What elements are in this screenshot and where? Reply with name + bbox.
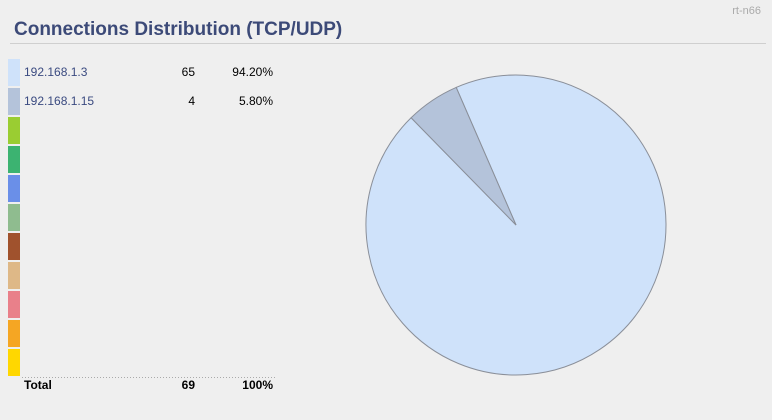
- legend-swatch: [8, 146, 20, 173]
- connection-count: 4: [188, 94, 195, 108]
- legend-swatch: [8, 291, 20, 318]
- chart-title: Connections Distribution (TCP/UDP): [14, 19, 342, 40]
- host-ip: 192.168.1.15: [24, 94, 94, 108]
- connection-share: 5.80%: [239, 94, 273, 108]
- legend-swatch: [8, 88, 20, 115]
- legend-swatch: [8, 349, 20, 376]
- total-label: Total: [24, 378, 52, 392]
- connection-count: 65: [182, 65, 196, 79]
- pie-slice: [410, 86, 517, 226]
- legend-swatch: [8, 175, 20, 202]
- legend-swatch: [8, 320, 20, 347]
- connection-share: 94.20%: [232, 65, 273, 79]
- host-ip: 192.168.1.3: [24, 65, 88, 79]
- legend-swatch: [8, 204, 20, 231]
- router-name: rt-n66: [732, 5, 761, 17]
- total-count: 69: [182, 378, 196, 392]
- legend-swatch: [8, 59, 20, 86]
- legend-swatch: [8, 233, 20, 260]
- total-share: 100%: [242, 378, 273, 392]
- legend-swatch: [8, 117, 20, 144]
- legend-swatch: [8, 262, 20, 289]
